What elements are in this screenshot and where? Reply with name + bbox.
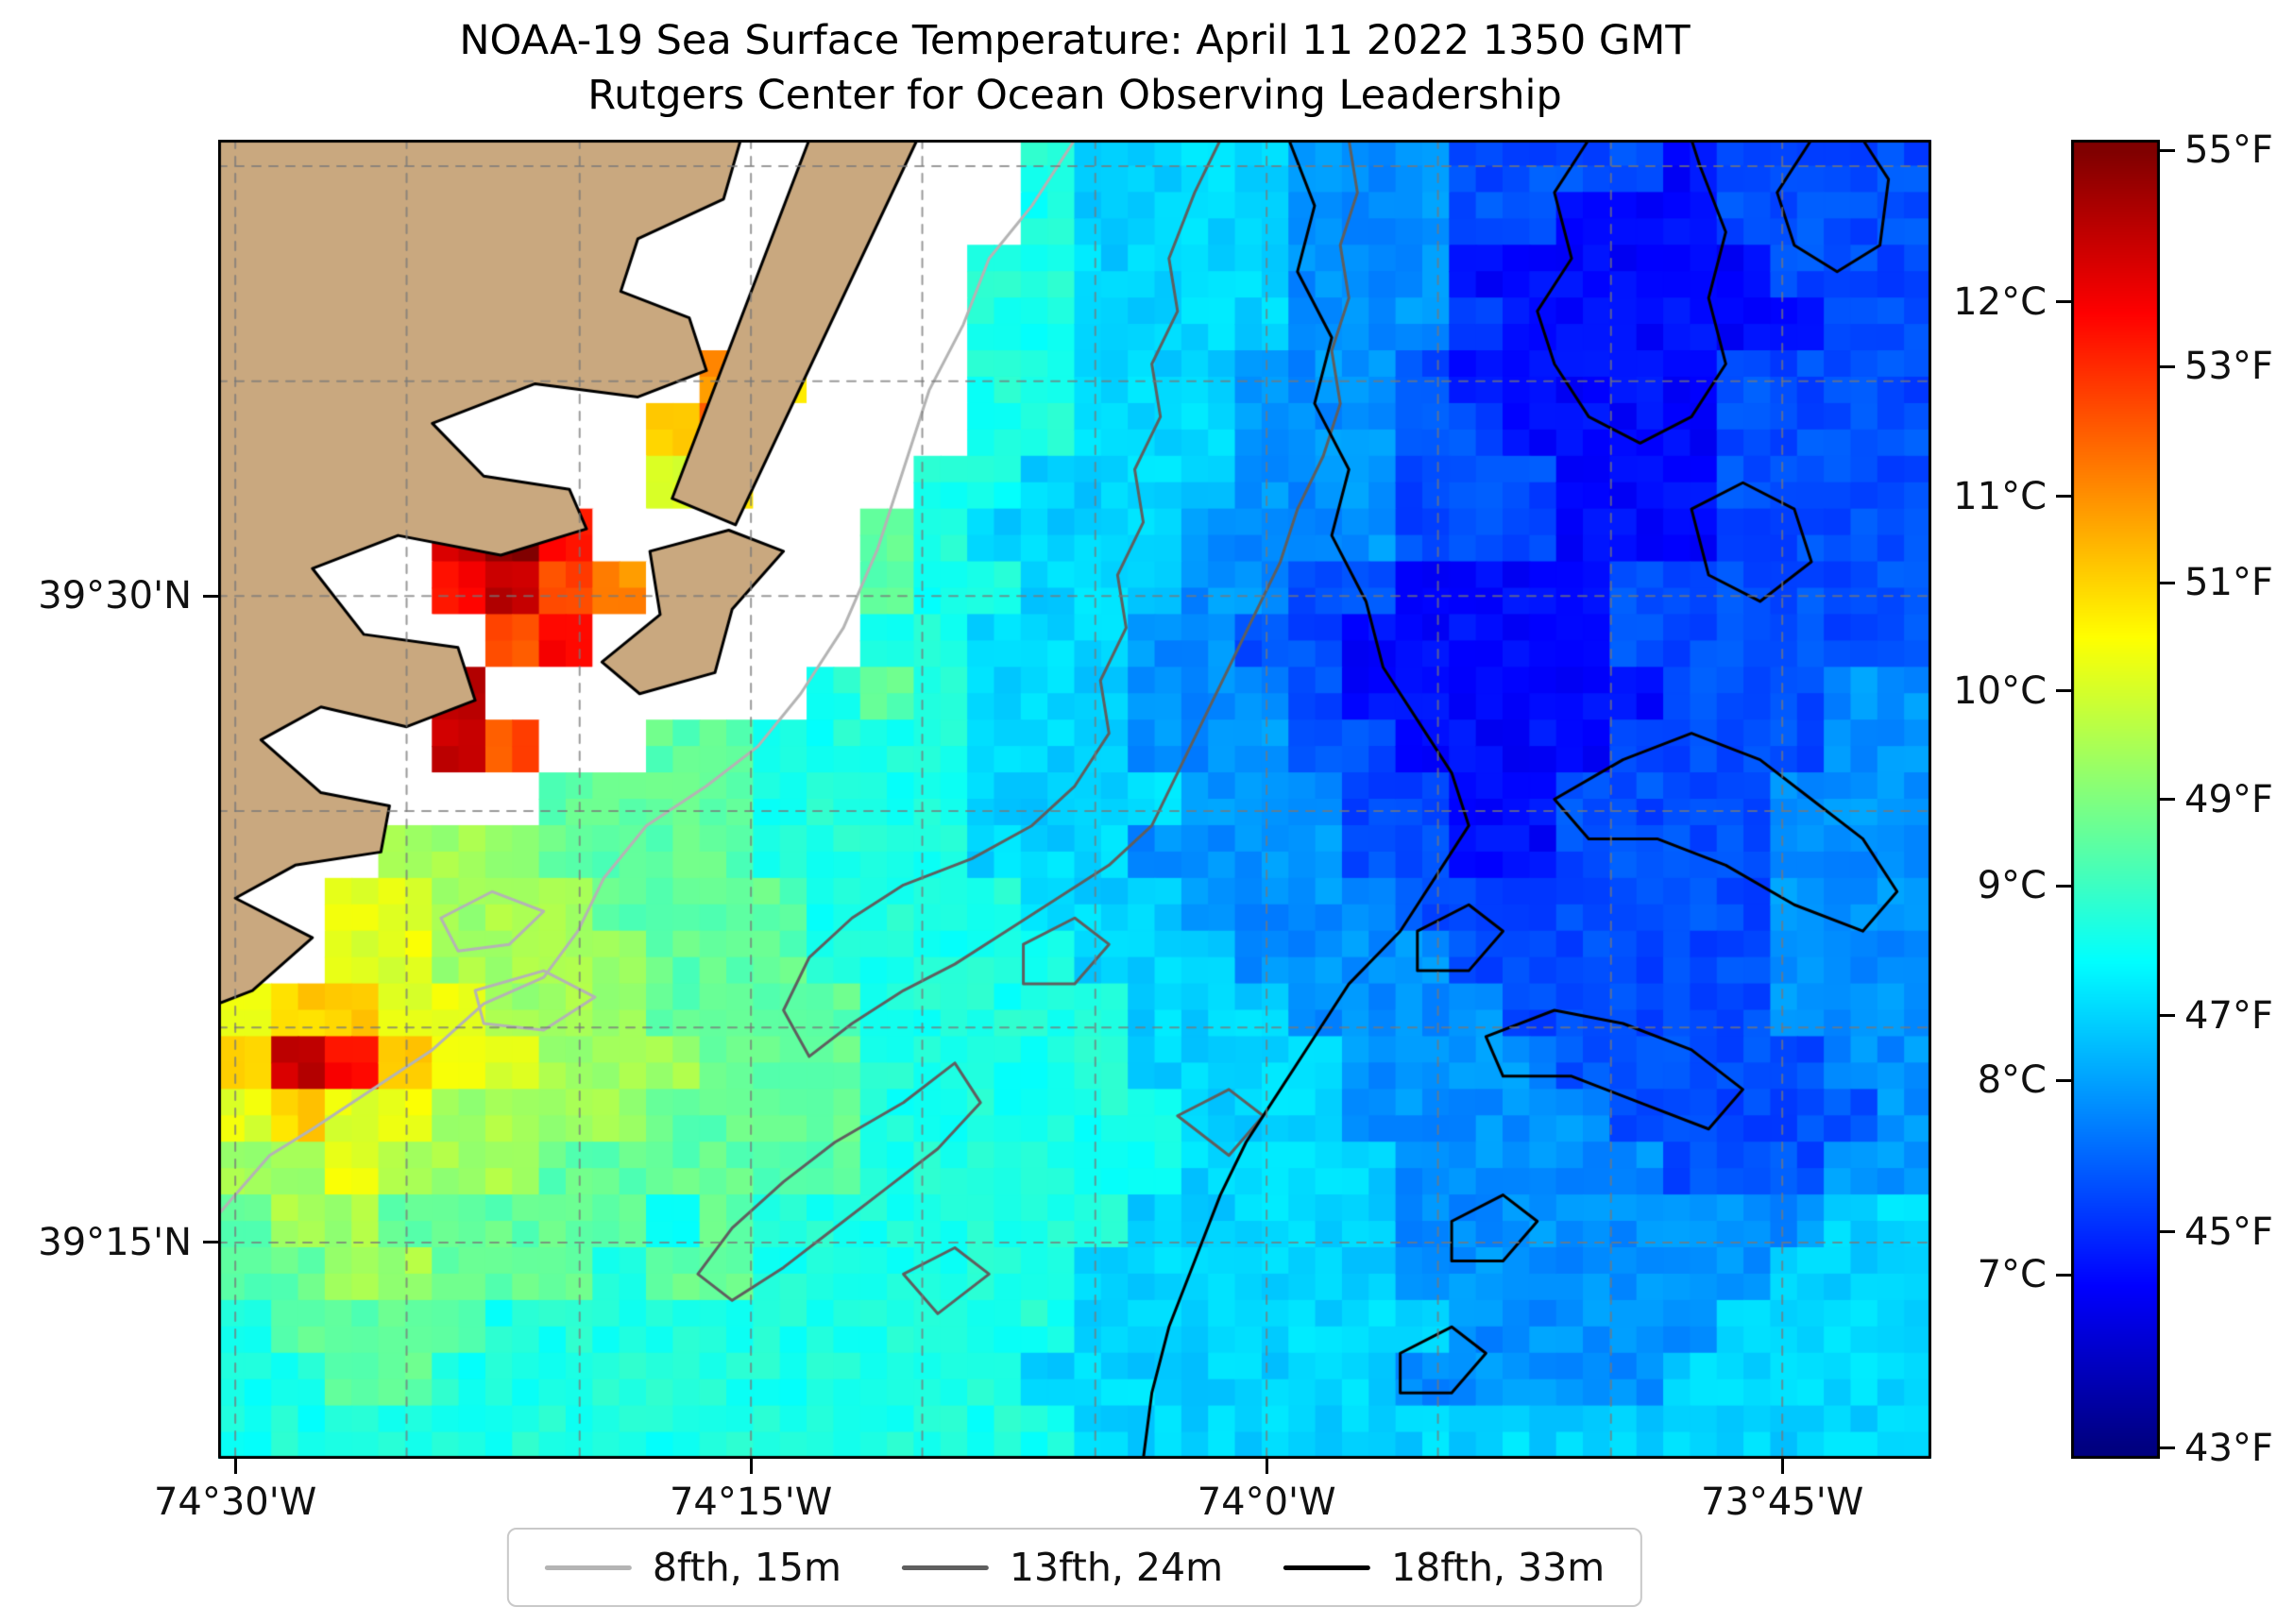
sst-map-canvas <box>218 140 1931 1459</box>
colorbar-c-tick-mark <box>2056 884 2071 888</box>
y-tick-label: 39°30'N <box>38 574 192 618</box>
legend-item-13fth: 13fth, 24m <box>901 1545 1224 1590</box>
colorbar-f-tick-mark <box>2160 581 2175 584</box>
colorbar-c-tick-label: 7°C <box>1977 1253 2047 1297</box>
colorbar-c-tick-mark <box>2056 689 2071 693</box>
colorbar-f-tick-label: 45°F <box>2184 1210 2273 1254</box>
x-tick-label: 74°0'W <box>1197 1480 1336 1524</box>
colorbar-c-tick-label: 12°C <box>1953 279 2047 324</box>
figure-title: NOAA-19 Sea Surface Temperature: April 1… <box>459 17 1691 64</box>
colorbar-f-tick-label: 55°F <box>2184 128 2273 173</box>
colorbar-c-tick-mark <box>2056 300 2071 304</box>
x-tick-mark <box>749 1459 753 1474</box>
colorbar-c-tick-label: 10°C <box>1953 668 2047 713</box>
contour-13fth-line-swatch <box>901 1565 989 1570</box>
colorbar-f-tick-mark <box>2160 1014 2175 1018</box>
colorbar-c-tick-label: 11°C <box>1953 474 2047 518</box>
legend-label: 13fth, 24m <box>1009 1545 1224 1590</box>
colorbar-c-tick-label: 9°C <box>1977 864 2047 908</box>
legend-label: 8fth, 15m <box>652 1545 841 1590</box>
y-tick-mark <box>203 1241 218 1244</box>
colorbar-f-tick-label: 49°F <box>2184 777 2273 821</box>
colorbar-f-tick-mark <box>2160 148 2175 152</box>
y-tick-label: 39°15'N <box>38 1220 192 1264</box>
title-block: NOAA-19 Sea Surface Temperature: April 1… <box>218 13 1931 123</box>
x-tick-label: 74°15'W <box>669 1480 833 1524</box>
x-tick-label: 73°45'W <box>1701 1480 1864 1524</box>
colorbar-f-tick-mark <box>2160 1446 2175 1450</box>
x-tick-mark <box>233 1459 237 1474</box>
contour-18fth-line-swatch <box>1283 1565 1371 1570</box>
colorbar-c-tick-mark <box>2056 1273 2071 1277</box>
legend-item-8fth: 8fth, 15m <box>544 1545 841 1590</box>
colorbar-canvas <box>2071 140 2160 1459</box>
legend: 8fth, 15m 13fth, 24m 18fth, 33m <box>506 1528 1643 1607</box>
colorbar-f-tick-label: 53°F <box>2184 345 2273 389</box>
colorbar-f-tick-mark <box>2160 364 2175 368</box>
colorbar-f-tick-mark <box>2160 1230 2175 1234</box>
colorbar-f-tick-label: 47°F <box>2184 993 2273 1038</box>
colorbar-c-tick-label: 8°C <box>1977 1058 2047 1103</box>
colorbar-c-tick-mark <box>2056 495 2071 499</box>
colorbar-f-tick-label: 51°F <box>2184 561 2273 605</box>
figure-subtitle: Rutgers Center for Ocean Observing Leade… <box>587 72 1562 119</box>
x-tick-mark <box>1265 1459 1268 1474</box>
y-tick-mark <box>203 594 218 598</box>
colorbar-f-tick-mark <box>2160 798 2175 801</box>
colorbar-c-tick-mark <box>2056 1078 2071 1082</box>
legend-item-18fth: 18fth, 33m <box>1283 1545 1605 1590</box>
x-tick-label: 74°30'W <box>153 1480 317 1524</box>
colorbar-f-tick-label: 43°F <box>2184 1426 2273 1470</box>
contour-8fth-line-swatch <box>544 1565 632 1570</box>
legend-label: 18fth, 33m <box>1391 1545 1606 1590</box>
x-tick-mark <box>1780 1459 1784 1474</box>
